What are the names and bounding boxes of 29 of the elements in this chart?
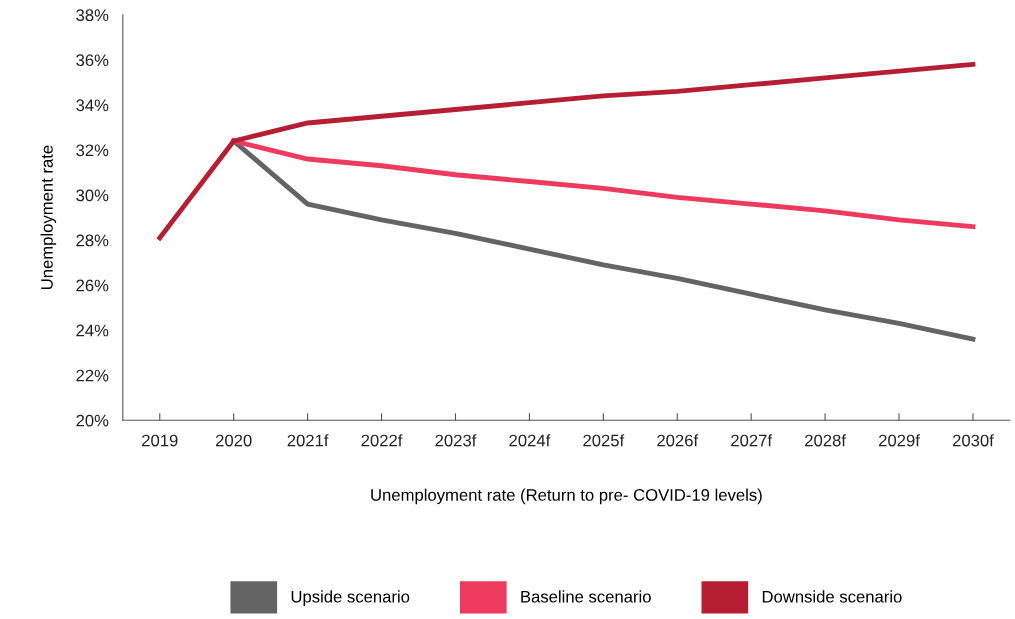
- x-tick-label: 2026f: [657, 434, 699, 447]
- x-tick-label: 2023f: [435, 434, 477, 447]
- x-tick-label: 2024f: [509, 434, 551, 447]
- line-series: [157, 61, 976, 241]
- y-tick-label: 34%: [76, 99, 109, 112]
- x-tick-label: 2019: [142, 434, 178, 447]
- legend-label: Baseline scenario: [521, 590, 651, 603]
- y-axis-title: Unemployment rate: [40, 145, 57, 289]
- x-tick-label: 2022f: [361, 434, 403, 447]
- y-tick-label: 30%: [76, 189, 109, 202]
- y-tick-label: 32%: [76, 144, 109, 157]
- line-series: [231, 138, 976, 230]
- legend-label: Upside scenario: [291, 590, 410, 606]
- x-axis-title: Unemployment rate (Return to pre- COVID-19 levels): [371, 488, 762, 505]
- x-tick-label: 2030f: [952, 434, 994, 447]
- x-tick-label: 2020: [216, 434, 252, 447]
- y-tick-label: 24%: [76, 324, 109, 337]
- y-tick-label: 20%: [76, 414, 109, 427]
- y-tick-label: 38%: [76, 9, 109, 22]
- x-tick-label: 2021f: [287, 434, 329, 447]
- y-tick-label: 36%: [76, 54, 109, 67]
- y-tick-label: 26%: [76, 279, 109, 292]
- x-tick-label: 2027f: [731, 434, 773, 447]
- x-tick-label: 2028f: [805, 434, 846, 447]
- y-tick-label: 22%: [76, 369, 109, 382]
- x-tick-label: 2025f: [583, 434, 625, 447]
- x-tick-label: 2029f: [879, 434, 920, 447]
- legend-label: Downside scenario: [762, 590, 902, 603]
- y-tick-label: 28%: [76, 234, 109, 247]
